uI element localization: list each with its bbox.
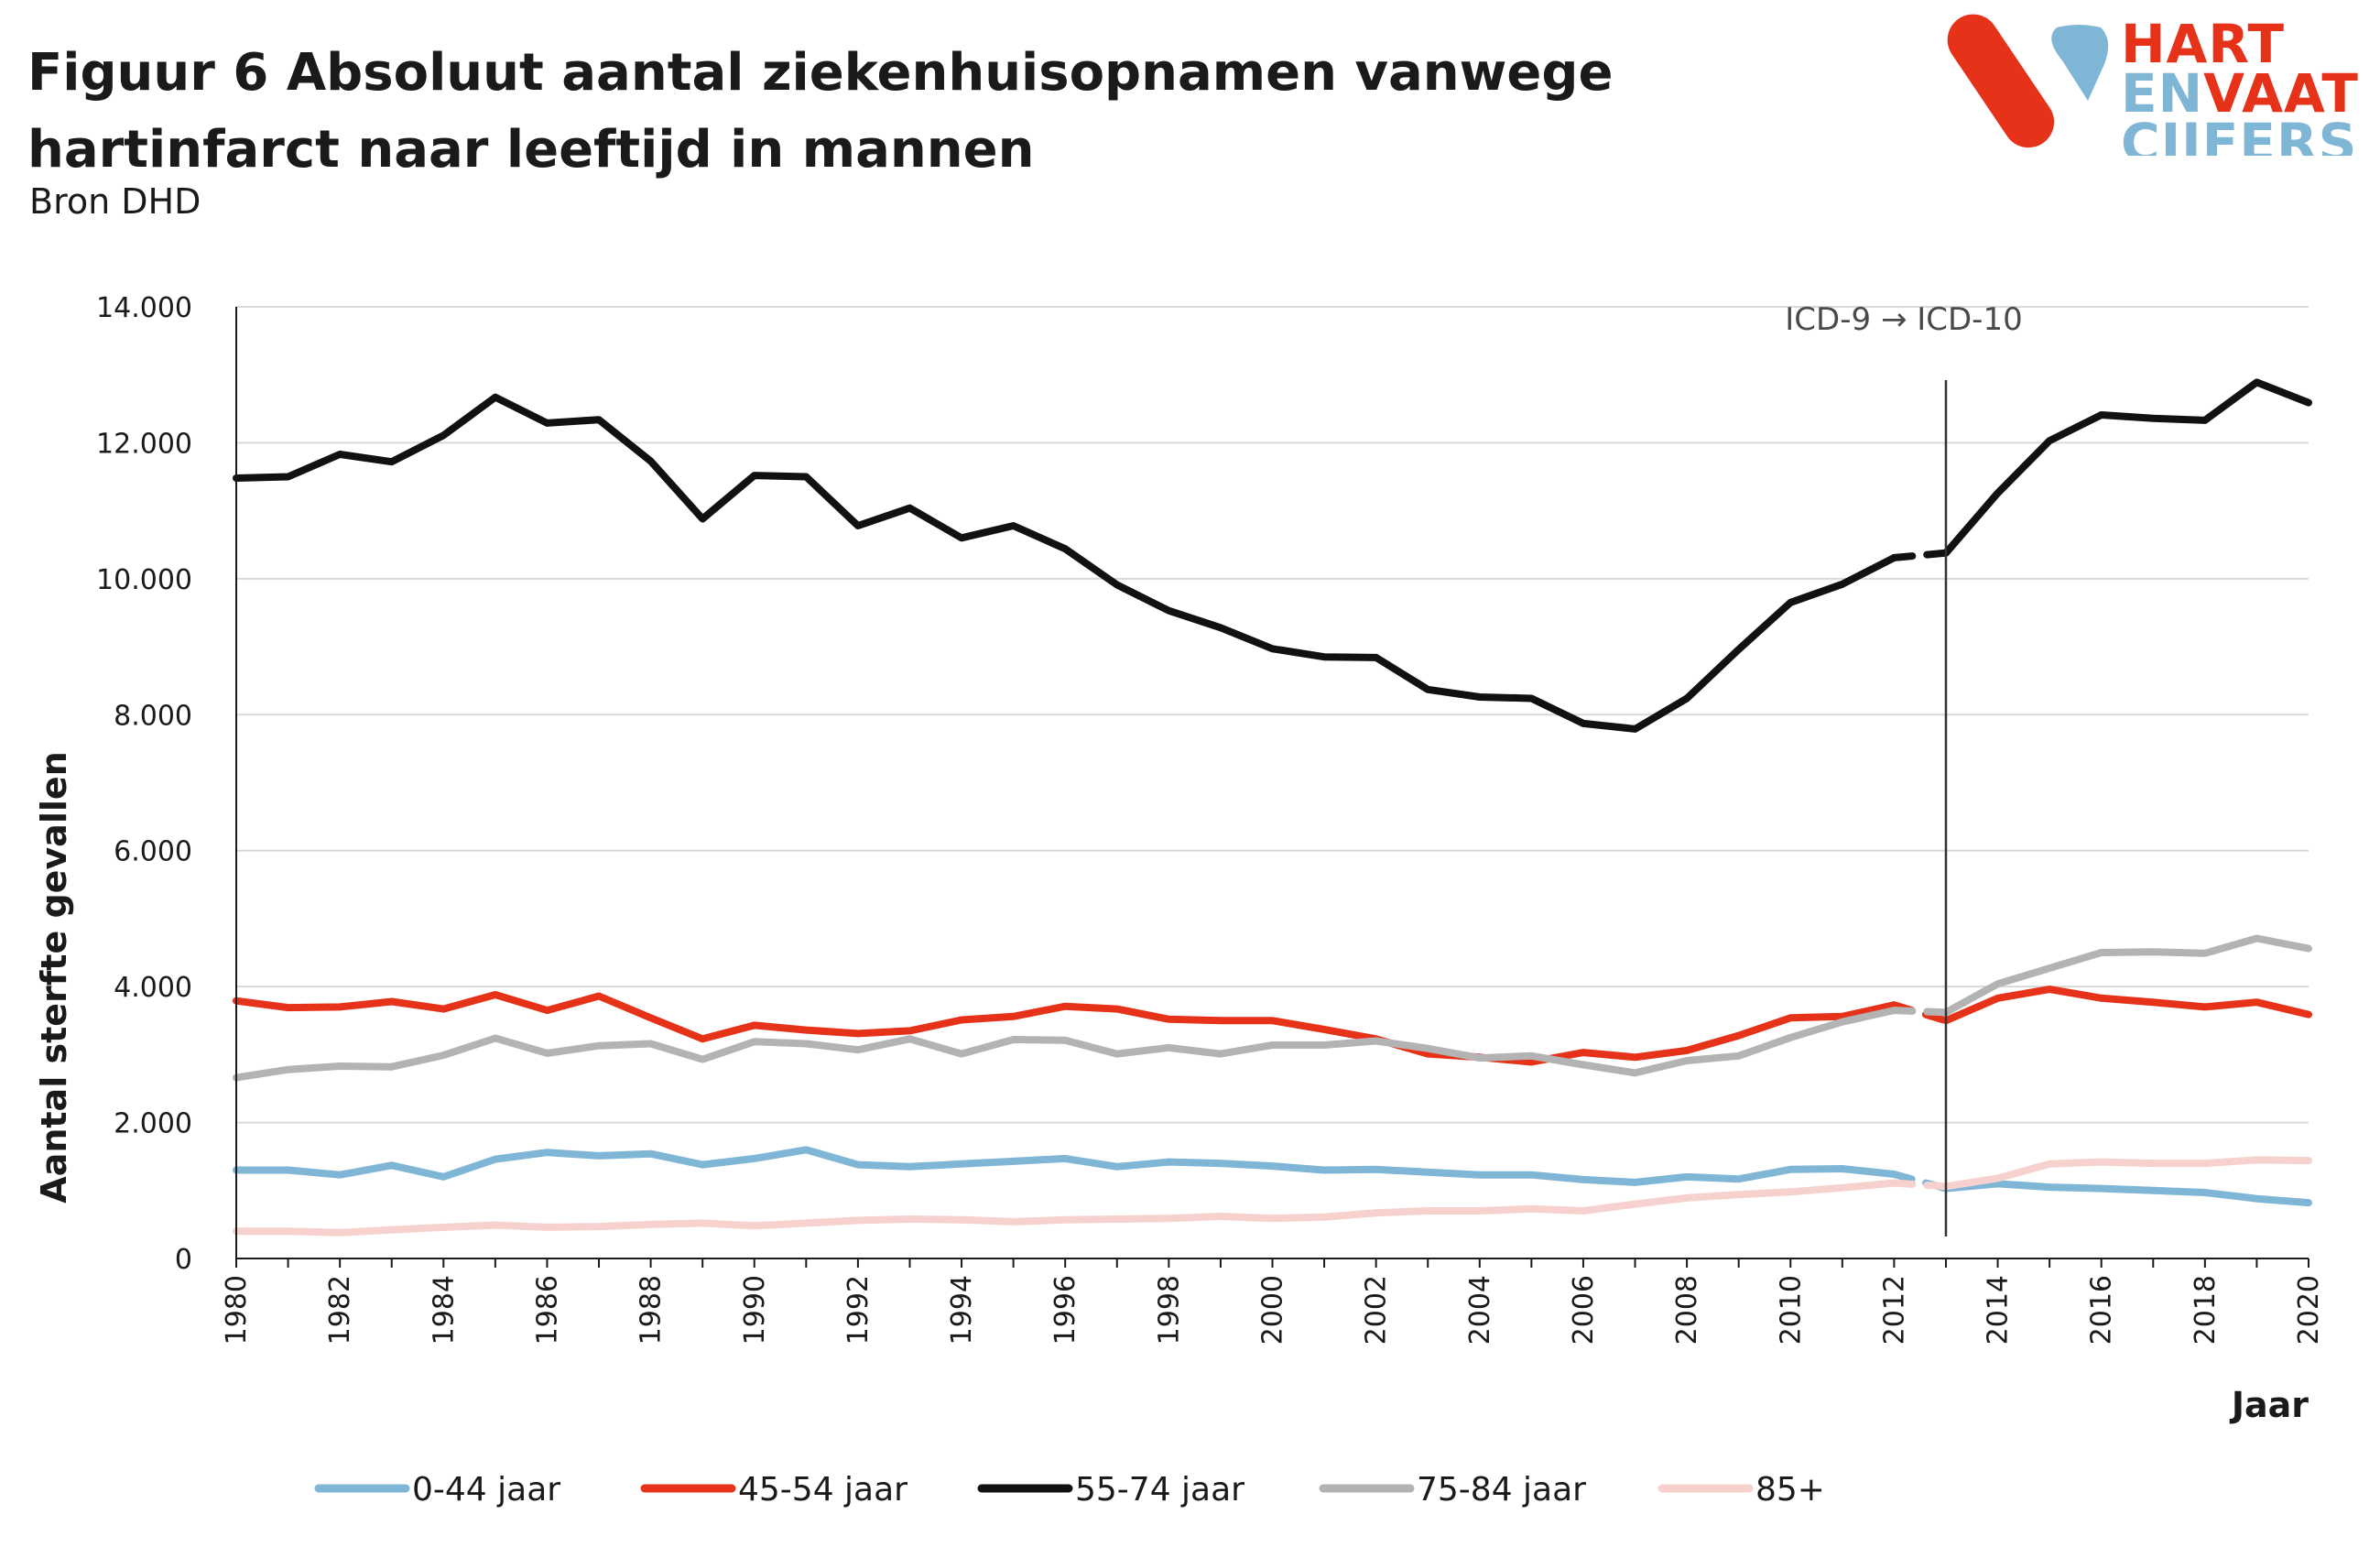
x-tick-label: 1998 [1153, 1275, 1185, 1345]
series-bridge-85 [1890, 1179, 1950, 1191]
series-bridge-55-74-jaar [1890, 549, 1950, 561]
logo-red-capsule [1947, 14, 2055, 148]
x-axis-tick-labels: 1980 1982 1984 1986 1988 1990 1992 1994 1996 1998… [221, 1275, 2325, 1345]
x-tick-label: 2018 [2190, 1275, 2222, 1345]
x-tick-label: 2020 [2293, 1275, 2325, 1345]
x-tick-label: 1992 [842, 1275, 875, 1345]
x-tick-label: 1990 [739, 1275, 771, 1345]
x-tick-label: 2010 [1775, 1275, 1807, 1345]
x-axis-title: Jaar [2229, 1385, 2309, 1425]
y-tick-label: 14.000 [96, 292, 192, 324]
y-tick-label: 2.000 [114, 1108, 192, 1140]
y-tick-label: 12.000 [96, 428, 192, 460]
gridlines [236, 306, 2309, 1124]
x-tick-label: 1994 [946, 1275, 978, 1345]
logo-word-hart: HART [2121, 13, 2285, 75]
series-line-0-44-jaar-icd9 [233, 1146, 1898, 1186]
y-tick-label: 4.000 [114, 972, 192, 1004]
x-tick-label: 2012 [1878, 1275, 1910, 1345]
chart-subtitle: Bron DHD [29, 181, 201, 222]
y-axis-tick-labels: 0 2.000 4.000 6.000 8.000 10.000 12.000 14.000 [96, 292, 192, 1276]
x-tick-label: 1986 [531, 1275, 563, 1345]
legend-label: 55-74 jaar [1075, 1471, 1244, 1509]
series-line-55-74-jaar-icd10 [1942, 378, 2312, 557]
series-lines [233, 378, 2312, 1237]
legend-label: 85+ [1755, 1471, 1825, 1509]
x-tick-label: 2016 [2086, 1275, 2118, 1345]
x-tick-label: 1984 [428, 1275, 460, 1345]
x-tick-label: 2008 [1671, 1275, 1703, 1345]
series-line-0-44-jaar-icd10 [1942, 1180, 2312, 1207]
hartenvaatcijfers-logo: HART ENVAAT CIJFERS [1947, 13, 2359, 156]
x-tick-label: 2002 [1361, 1275, 1393, 1345]
x-tick-label: 1980 [221, 1275, 253, 1345]
x-tick-label: 1982 [324, 1275, 356, 1345]
logo-word-en: EN [2121, 62, 2203, 125]
x-tick-label: 1988 [636, 1275, 668, 1345]
x-tick-label: 1996 [1049, 1275, 1081, 1345]
y-axis-title: Aantal sterfte gevallen [34, 751, 74, 1203]
series-line-45-54-jaar-icd10 [1942, 986, 2312, 1025]
series-line-75-84-jaar-icd9 [233, 1007, 1898, 1082]
axes [235, 307, 2309, 1268]
legend-label: 75-84 jaar [1417, 1471, 1586, 1509]
logo-line-2: ENVAAT [2121, 62, 2359, 125]
x-tick-label: 2006 [1568, 1275, 1600, 1345]
x-tick-label: 2014 [1983, 1275, 2015, 1345]
series-line-55-74-jaar-icd9 [233, 393, 1898, 733]
legend-label: 0-44 jaar [412, 1471, 560, 1509]
series-line-75-84-jaar-icd10 [1942, 934, 2312, 1017]
x-tick-label: 2004 [1464, 1275, 1496, 1345]
series-line-85-icd9 [233, 1179, 1898, 1237]
series-bridge-75-84-jaar [1890, 1007, 1950, 1017]
y-tick-label: 10.000 [96, 564, 192, 596]
x-tick-label: 2000 [1257, 1275, 1289, 1345]
logo-word-vaat: VAAT [2203, 62, 2359, 125]
series-line-85-icd10 [1942, 1156, 2312, 1191]
icd-change-annotation: ICD-9 → ICD-10 [1785, 301, 2022, 338]
y-tick-label: 8.000 [114, 700, 192, 732]
y-tick-label: 6.000 [114, 836, 192, 868]
legend: 0-44 jaar 45-54 jaar 55-74 jaar 75-84 jaar 8… [314, 1471, 1825, 1509]
legend-label: 45-54 jaar [738, 1471, 907, 1509]
logo-word-cijfers: CIJFERS [2121, 112, 2357, 156]
y-tick-label: 0 [175, 1244, 192, 1276]
logo-blue-drop [2051, 25, 2109, 101]
chart-title: Figuur 6 Absoluut aantal ziekenhuisopnam… [27, 43, 1614, 180]
series-line-45-54-jaar-icd9 [233, 991, 1898, 1066]
